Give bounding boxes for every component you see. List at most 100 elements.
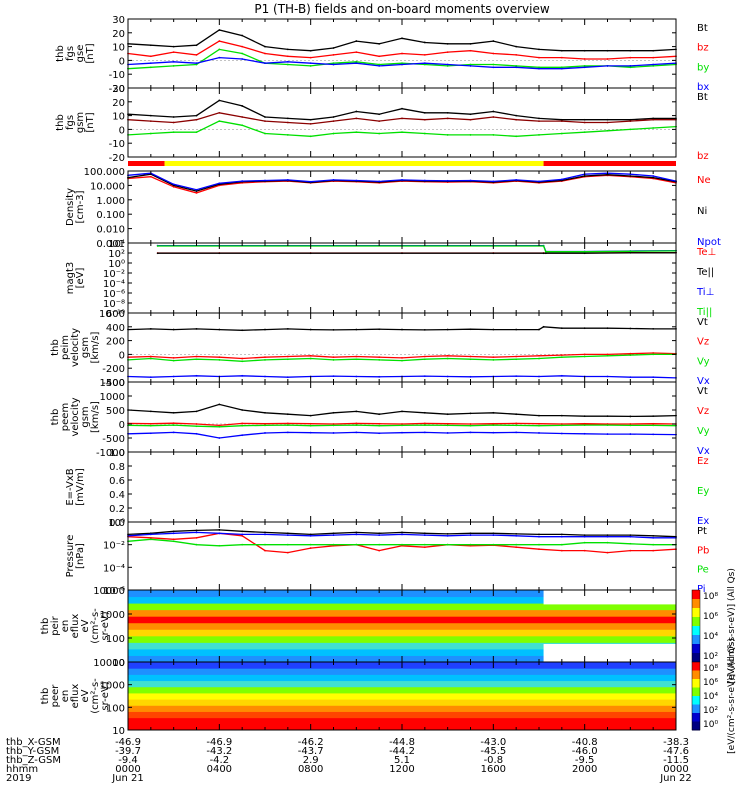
data-point: [309, 547, 312, 549]
data-point: [583, 49, 586, 52]
y-tick-label: 20: [112, 29, 125, 40]
data-point: [606, 49, 609, 52]
legend-entry: Vx: [697, 446, 710, 457]
footer-value: -39.7: [115, 746, 141, 757]
data-point: [149, 62, 152, 65]
data-point: [423, 179, 426, 182]
data-point: [309, 65, 312, 67]
data-point: [401, 107, 403, 110]
data-point: [629, 352, 632, 355]
data-point: [286, 358, 289, 361]
data-point: [378, 356, 381, 359]
data-point: [332, 179, 335, 181]
data-point: [583, 327, 586, 330]
data-point: [560, 56, 563, 59]
data-point: [355, 117, 358, 120]
data-point: [149, 424, 152, 427]
legend-entry: Ex: [697, 516, 709, 527]
y-axis-label: [nPa]: [75, 543, 86, 569]
footer-row-label: 2019: [6, 773, 31, 784]
data-point: [606, 129, 609, 132]
y-axis-label: gsm: [80, 337, 91, 358]
y-axis-label: peer: [50, 684, 61, 708]
data-point: [264, 543, 266, 546]
data-point: [629, 120, 632, 123]
data-point: [195, 374, 198, 377]
data-point: [218, 356, 221, 359]
data-point: [286, 55, 289, 58]
data-point: [195, 44, 198, 47]
data-point: [355, 410, 358, 413]
data-point: [286, 63, 289, 66]
data-point: [629, 424, 632, 427]
data-point: [218, 529, 221, 531]
data-point: [241, 45, 244, 48]
data-point: [469, 431, 472, 434]
data-point: [241, 434, 244, 437]
colorbar: 10⁰ 10² 10⁴ 10⁶ 10⁸ [eV/(cm²-s-sr-eV)] (All Q…: [691, 638, 737, 754]
spectrogram-band: [128, 692, 676, 700]
data-point: [309, 118, 312, 121]
data-gap: [543, 644, 676, 662]
data-point: [355, 375, 358, 378]
data-point: [156, 252, 159, 255]
y-tick-label: 600: [106, 309, 125, 320]
colorbar-swatch: [692, 617, 700, 627]
y-tick-label: 500: [106, 406, 125, 417]
data-point: [629, 415, 632, 418]
data-point: [218, 56, 221, 59]
data-point: [446, 357, 449, 360]
data-point: [309, 62, 312, 65]
data-point: [286, 179, 289, 181]
data-point: [149, 357, 152, 360]
data-point: [583, 58, 586, 60]
data-point: [606, 121, 609, 124]
data-point: [606, 354, 609, 357]
data-point: [446, 179, 449, 182]
data-point: [332, 47, 335, 49]
data-point: [652, 376, 655, 379]
data-point: [446, 111, 449, 114]
y-axis-label: peir: [50, 615, 61, 635]
data-point: [286, 60, 289, 63]
y-tick-label: -10: [109, 139, 125, 150]
y-tick-label: 1.000: [96, 196, 125, 207]
series-Vt: [127, 403, 677, 418]
data-point: [172, 375, 175, 378]
data-point: [355, 328, 358, 331]
data-point: [515, 424, 518, 427]
y-tick-label: 10000: [93, 586, 125, 597]
data-point: [538, 328, 540, 331]
series-Te||: [156, 251, 677, 255]
y-axis-label: magt3: [65, 262, 76, 295]
data-point: [560, 327, 563, 330]
y-tick-label: 0: [119, 56, 125, 67]
data-point: [538, 548, 540, 551]
data-point: [629, 542, 632, 545]
data-point: [446, 432, 449, 434]
footer-value: -43.0: [480, 737, 506, 748]
y-axis-label: thb: [40, 618, 51, 635]
data-point: [264, 531, 266, 534]
data-point: [560, 354, 563, 356]
data-point: [172, 328, 175, 331]
data-point: [538, 543, 540, 546]
data-point: [149, 538, 152, 541]
data-point: [149, 327, 152, 330]
data-point: [378, 65, 381, 67]
y-tick-label: -1000: [96, 448, 125, 459]
data-point: [309, 122, 312, 125]
data-point: [149, 355, 152, 358]
y-axis-label: fgs: [65, 46, 76, 61]
data-point: [264, 533, 266, 536]
data-point: [332, 359, 335, 361]
data-point: [355, 533, 358, 536]
data-point: [355, 543, 358, 546]
data-point: [542, 245, 545, 247]
panel-1: -20 -10 0 10 20 30 thb fgs gsm [nT] Bt bz: [55, 84, 709, 164]
data-point: [469, 328, 472, 331]
data-point: [583, 353, 586, 356]
data-point: [629, 423, 632, 425]
footer-value: 0800: [298, 764, 323, 775]
data-point: [629, 65, 632, 67]
